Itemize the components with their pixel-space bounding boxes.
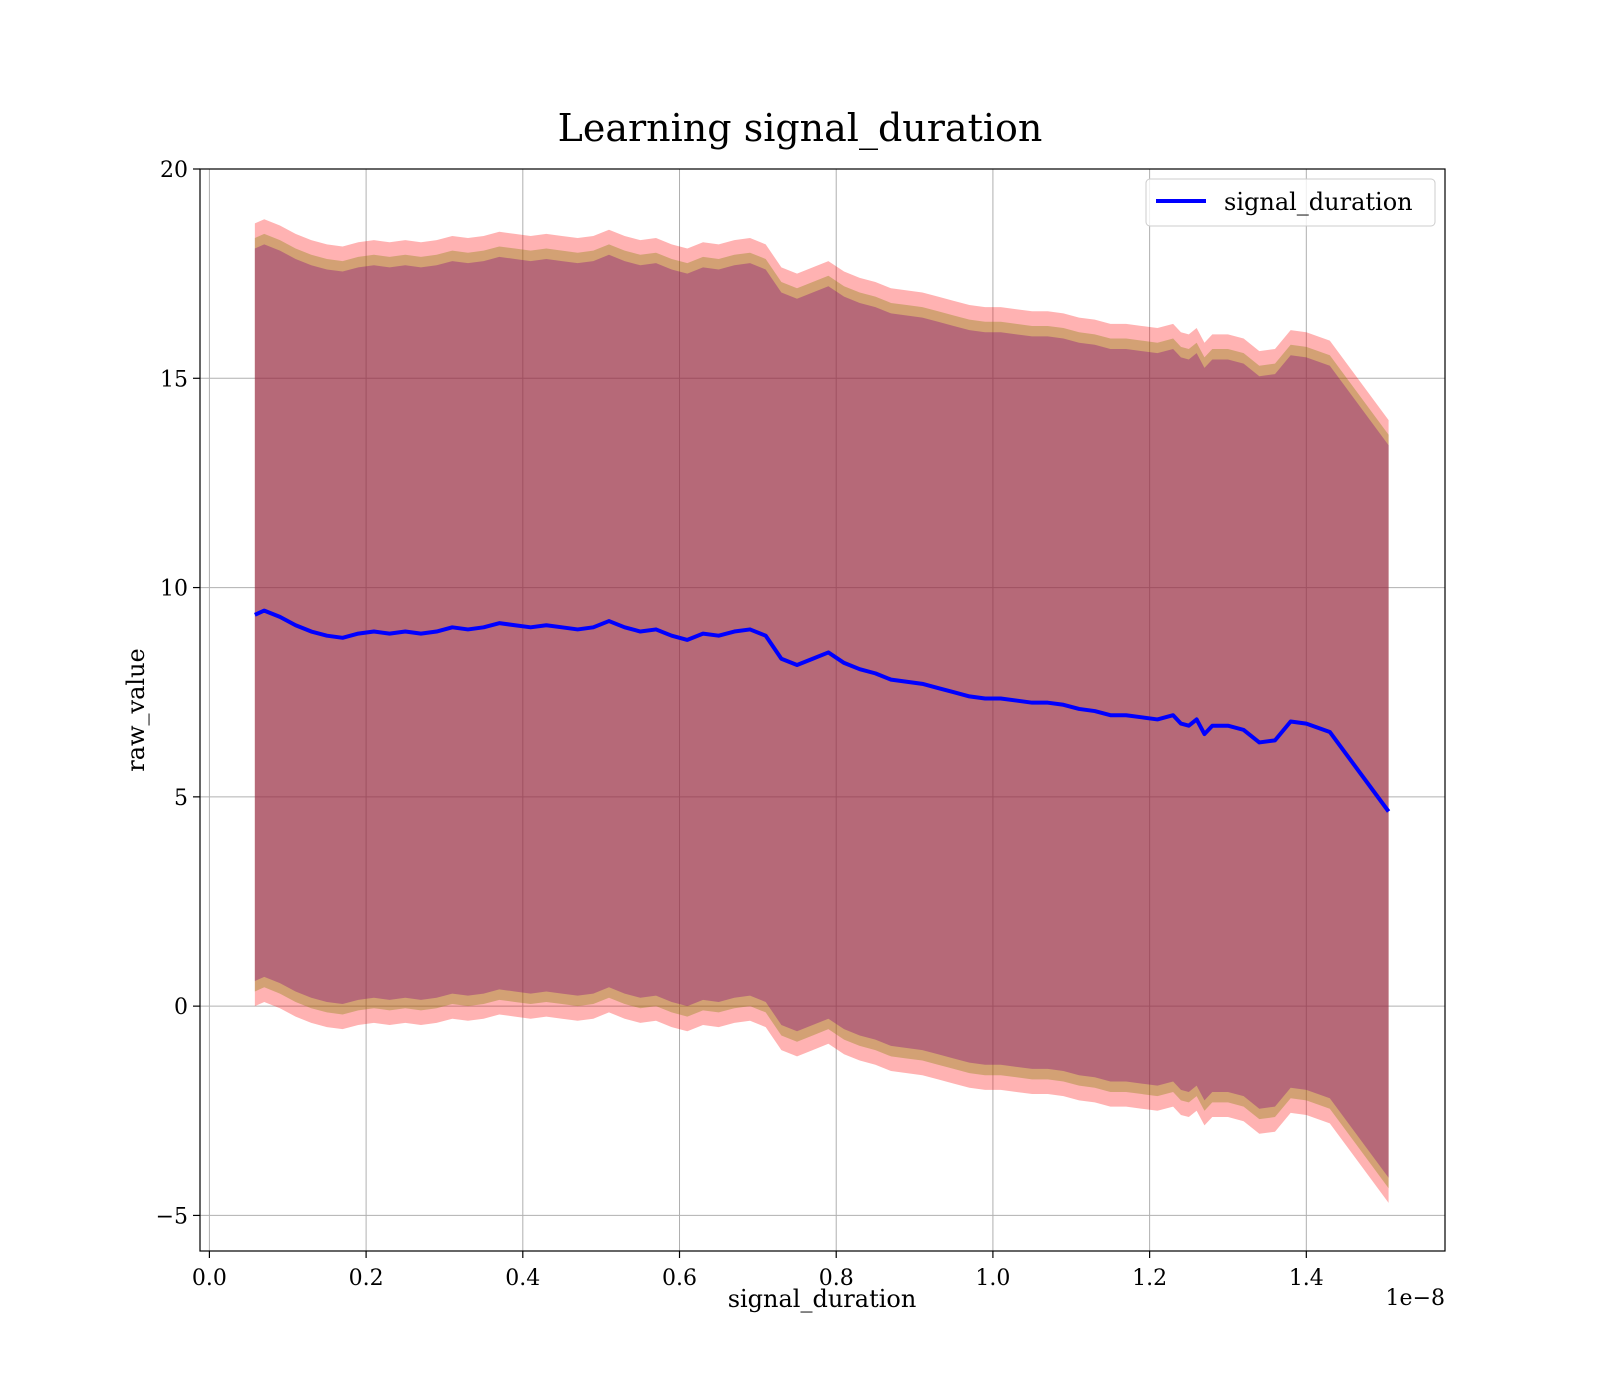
confidence-bands: [254, 219, 1389, 1203]
legend-box: [1145, 178, 1436, 227]
x-tick-label: 1.0: [975, 1266, 1010, 1291]
y-axis-label: raw_value: [122, 648, 150, 772]
y-tick-label: 0: [174, 995, 188, 1020]
x-tick-label: 0.4: [505, 1266, 540, 1291]
series-lines: [254, 608, 1391, 813]
series-line: [254, 608, 1391, 813]
confidence-band: [254, 244, 1389, 1178]
legend: signal_duration: [1145, 178, 1436, 227]
chart-title: Learning signal_duration: [558, 106, 1043, 151]
y-tick-label: 20: [160, 158, 188, 183]
x-tick-label: 1.4: [1289, 1266, 1324, 1291]
x-tick-label: 0.6: [662, 1266, 697, 1291]
confidence-band: [254, 233, 1389, 1189]
y-tick-label: −5: [156, 1204, 188, 1229]
x-axis-ticks: 0.0 0.2 0.4 0.6 0.8 1.0 1.2 1.4: [192, 1251, 1324, 1291]
y-tick-label: 15: [160, 367, 188, 392]
x-axis-label: signal_duration: [728, 1285, 917, 1313]
plot-frame: [199, 168, 1446, 1252]
x-tick-label: 1.2: [1132, 1266, 1167, 1291]
x-offset-label: 1e−8: [1386, 1286, 1445, 1311]
y-axis-ticks: −5 0 5 10 15 20: [156, 158, 200, 1229]
x-tick-label: 0.8: [819, 1266, 854, 1291]
x-tick-label: 0.0: [192, 1266, 227, 1291]
y-tick-label: 5: [174, 786, 188, 811]
legend-label: signal_duration: [1224, 188, 1413, 216]
x-tick-label: 0.2: [349, 1266, 384, 1291]
confidence-band: [254, 219, 1389, 1203]
y-tick-label: 10: [160, 577, 188, 602]
